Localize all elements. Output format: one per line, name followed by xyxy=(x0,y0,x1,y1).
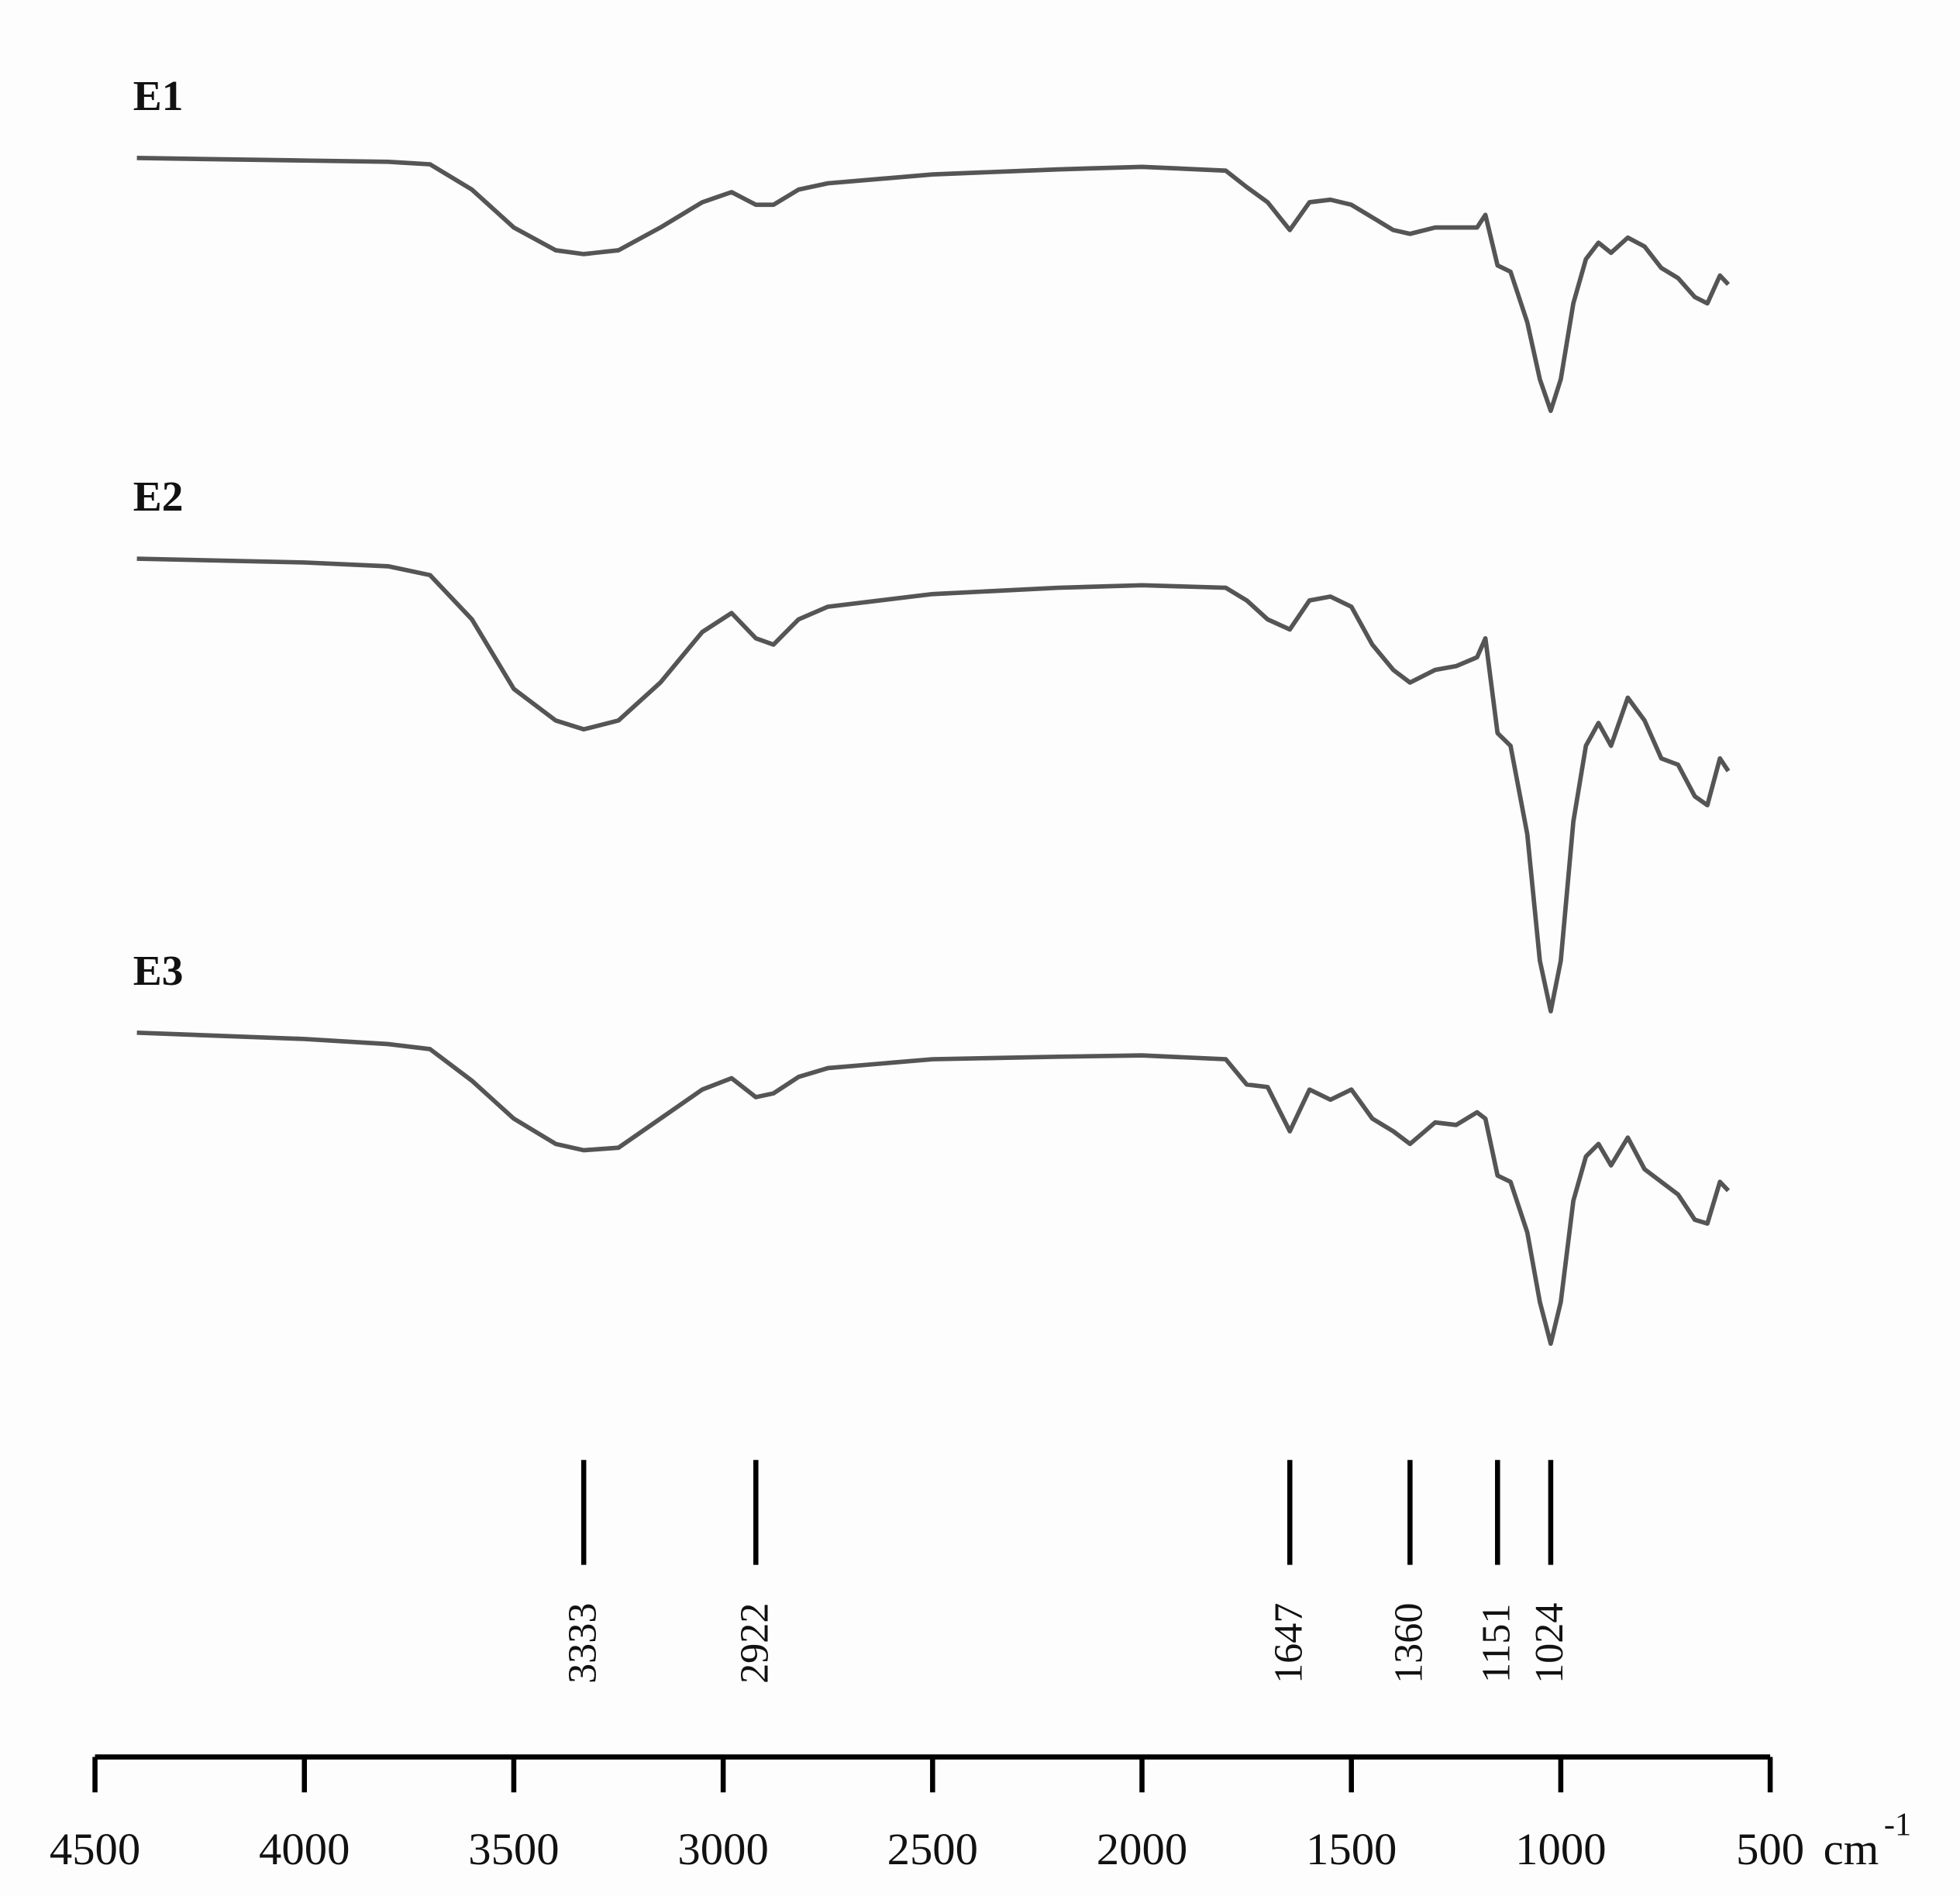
x-axis-label-exponent: -1 xyxy=(1884,1807,1911,1843)
x-axis-label: cm xyxy=(1824,1824,1879,1874)
x-tick-label: 1000 xyxy=(1515,1824,1606,1874)
x-tick-label: 2000 xyxy=(1097,1824,1187,1874)
peak-label: 1647 xyxy=(1266,1603,1311,1684)
x-tick-label: 4500 xyxy=(50,1824,140,1874)
x-tick-label: 1500 xyxy=(1306,1824,1397,1874)
series-label: E1 xyxy=(133,72,184,119)
x-tick-label: 2500 xyxy=(887,1824,978,1874)
x-tick-label: 3500 xyxy=(468,1824,559,1874)
x-tick-label: 500 xyxy=(1736,1824,1804,1874)
peak-label: 1024 xyxy=(1527,1603,1572,1684)
spectrum-line xyxy=(136,556,1731,1013)
peak-label: 1151 xyxy=(1474,1604,1519,1683)
x-tick-label: 4000 xyxy=(259,1824,350,1874)
spectrum-line xyxy=(136,156,1731,414)
series-label: E2 xyxy=(133,473,184,520)
spectrum-line xyxy=(136,1030,1731,1346)
peak-label: 1360 xyxy=(1386,1603,1431,1684)
x-tick-label: 3000 xyxy=(677,1824,768,1874)
peak-label: 3333 xyxy=(560,1603,605,1684)
peak-label: 2922 xyxy=(732,1603,777,1684)
series-label: E3 xyxy=(133,947,184,994)
